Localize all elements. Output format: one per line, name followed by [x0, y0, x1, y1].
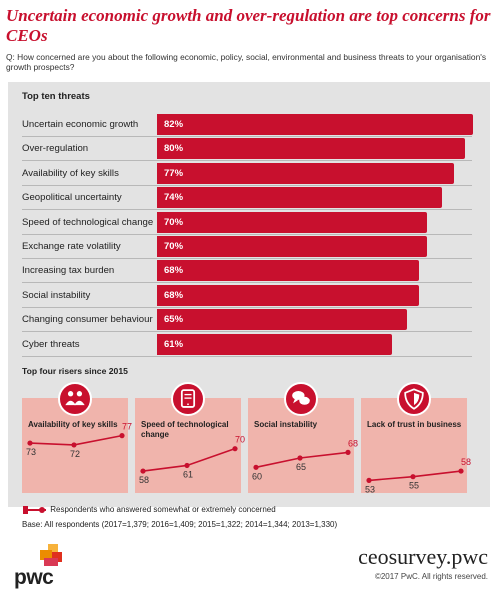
riser-value-label: 72	[70, 449, 80, 459]
riser-point	[140, 468, 146, 474]
threat-bar	[157, 309, 408, 331]
threat-value: 70%	[164, 216, 184, 228]
riser-point	[184, 462, 190, 469]
threat-bar	[157, 211, 427, 233]
threat-label: Availability of key skills	[22, 167, 119, 179]
riser-value-label: 58	[461, 457, 471, 467]
threat-value: 61%	[164, 338, 184, 350]
threat-bar	[157, 236, 427, 257]
riser-lines: 73 72 77 58 61 70 60 65 68 53 55 58	[26, 422, 471, 495]
threat-value: 77%	[164, 167, 184, 179]
riser-line	[142, 447, 236, 472]
pwc-logo-text: pwc	[14, 566, 54, 589]
riser-point	[297, 455, 303, 461]
riser-point	[366, 477, 372, 483]
threat-value: 68%	[164, 265, 184, 277]
threat-value: 80%	[164, 143, 184, 155]
threat-label: Exchange rate volatility	[22, 241, 121, 252]
shield-icon	[397, 382, 431, 416]
row-divider	[22, 184, 472, 186]
riser-point	[119, 433, 125, 439]
chart-title: Uncertain economic growth and over-regul…	[6, 6, 491, 45]
riser-point	[345, 449, 351, 455]
row-divider	[22, 160, 472, 162]
risers-title: Top four risers since 2015	[22, 366, 128, 376]
riser-label: Lack of trust in business	[367, 420, 462, 429]
threat-value: 65%	[164, 314, 184, 326]
threat-label: Changing consumer behaviour	[22, 314, 153, 326]
row-divider	[22, 355, 472, 357]
base-note: Base: All respondents (2017=1,379; 2016=…	[22, 520, 338, 529]
row-divider	[22, 258, 472, 259]
riser-point	[71, 442, 77, 448]
threat-bar	[157, 162, 454, 184]
riser-point	[410, 474, 416, 480]
site-url[interactable]: ceosurvey.pwc	[358, 544, 488, 569]
riser-label: Social instability	[254, 420, 318, 429]
threat-label: Over-regulation	[22, 143, 89, 155]
speech-bubbles-icon	[284, 382, 318, 416]
threat-bar	[157, 333, 393, 355]
riser-label: Availability of key skills	[28, 420, 118, 429]
threat-bar	[157, 284, 420, 306]
threat-value: 70%	[164, 241, 184, 252]
threat-label: Speed of technological change	[22, 216, 154, 228]
row-divider	[22, 306, 472, 308]
row-divider	[22, 209, 472, 211]
row-divider	[22, 136, 472, 137]
copyright: ©2017 PwC. All rights reserved.	[374, 572, 488, 581]
riser-label: Speed of technological change	[141, 420, 229, 439]
riser-value-label: 68	[348, 438, 358, 448]
pwc-logo-mark	[40, 544, 62, 566]
threat-value: 82%	[164, 119, 184, 130]
legend-text: Respondents who answered somewhat or ext…	[50, 505, 276, 515]
riser-point	[232, 446, 238, 452]
threat-bar	[157, 114, 473, 135]
threat-label: Cyber threats	[22, 338, 80, 350]
riser-value-label: 65	[296, 462, 306, 472]
riser-point	[27, 440, 33, 446]
threat-bar	[157, 260, 420, 282]
survey-question: Q: How concerned are you about the follo…	[6, 52, 487, 72]
people-icon	[58, 382, 92, 416]
row-divider	[22, 282, 472, 284]
riser-value-label: 73	[26, 447, 36, 457]
threat-value: 74%	[164, 192, 184, 204]
row-divider	[22, 233, 472, 235]
riser-value-label: 77	[122, 422, 132, 432]
legend-marker-icon	[23, 506, 46, 514]
threat-bar	[157, 187, 443, 209]
threat-bar	[157, 138, 466, 160]
legend: Respondents who answered somewhat or ext…	[22, 505, 276, 515]
riser-point	[253, 464, 259, 470]
threat-label: Social instability	[22, 289, 91, 301]
riser-value-label: 58	[139, 475, 149, 485]
tablet-icon	[171, 382, 205, 416]
riser-value-label: 60	[252, 471, 262, 481]
bar-chart-title: Top ten threats	[22, 91, 90, 102]
threat-label: Uncertain economic growth	[22, 119, 139, 130]
riser-point	[458, 468, 464, 474]
riser-value-label: 70	[235, 435, 245, 445]
riser-value-label: 55	[409, 481, 419, 491]
threat-label: Geopolitical uncertainty	[22, 192, 122, 204]
riser-value-label: 61	[183, 469, 193, 479]
threat-label: Increasing tax burden	[22, 265, 115, 277]
threat-value: 68%	[164, 289, 184, 301]
riser-value-label: 53	[365, 484, 375, 494]
row-divider	[22, 331, 472, 333]
